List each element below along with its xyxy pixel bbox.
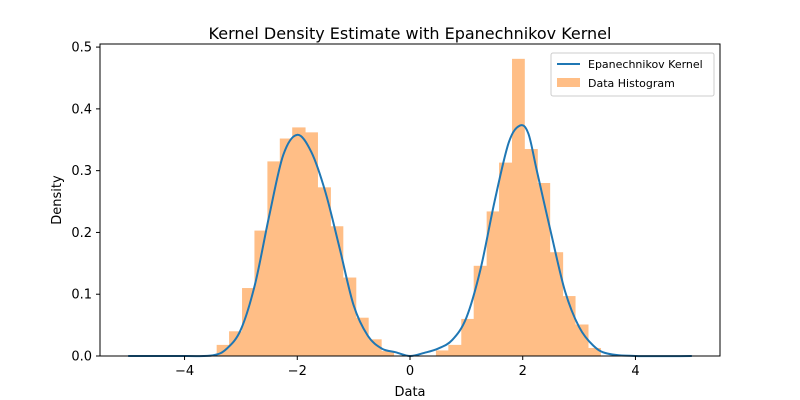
y-tick-label: 0.3 <box>71 164 92 179</box>
chart-title: Kernel Density Estimate with Epanechniko… <box>209 24 612 43</box>
histogram-bar-16 <box>461 318 475 356</box>
histogram-bar-18 <box>486 211 500 356</box>
x-tick-label: 0 <box>406 364 414 379</box>
kde-line <box>128 124 692 358</box>
histogram-bar-8 <box>317 187 331 356</box>
histogram-bar-10 <box>342 277 357 356</box>
histogram-bar-7 <box>305 132 318 356</box>
histogram-bar-23 <box>549 252 564 356</box>
histogram-bar-11 <box>355 317 369 356</box>
x-axis-label: Data <box>394 385 425 400</box>
x-tick-label: 2 <box>519 364 527 379</box>
x-axis: −4 −2 0 2 4 <box>175 356 640 379</box>
histogram-bar-2 <box>242 288 255 356</box>
y-axis-label: Density <box>50 175 65 225</box>
x-tick-label: −4 <box>175 364 194 379</box>
histogram-bar-14 <box>435 350 449 356</box>
histogram-bar-19 <box>499 162 513 356</box>
histogram-bar-17 <box>473 265 488 356</box>
y-tick-label: 0.2 <box>71 226 92 241</box>
histogram-bar-12 <box>368 339 382 356</box>
y-tick-label: 0.4 <box>71 102 92 117</box>
histogram-bar-20 <box>512 58 525 356</box>
histogram-bar-9 <box>330 226 344 356</box>
x-tick-label: −2 <box>288 364 307 379</box>
histogram-bar-21 <box>524 149 538 356</box>
histogram-bar-1 <box>229 331 243 356</box>
x-tick-label: 4 <box>631 364 639 379</box>
legend-histogram-swatch <box>557 78 580 87</box>
y-tick-label: 0.0 <box>71 350 92 365</box>
histogram-bar-3 <box>254 230 268 356</box>
y-tick-label: 0.5 <box>71 41 92 56</box>
legend-kde-label: Epanechnikov Kernel <box>588 58 703 71</box>
histogram-bar-22 <box>537 183 551 356</box>
y-axis: 0.0 0.1 0.2 0.3 0.4 0.5 <box>71 41 100 365</box>
histogram-bar-5 <box>279 138 293 356</box>
histogram-bar-15 <box>448 344 462 356</box>
histogram-bar-6 <box>292 127 306 356</box>
legend: Epanechnikov Kernel Data Histogram <box>550 52 715 97</box>
legend-box <box>550 52 715 97</box>
y-tick-label: 0.1 <box>71 288 92 303</box>
histogram-bar-13 <box>381 351 395 356</box>
histogram-bar-26 <box>588 347 601 356</box>
legend-histogram-label: Data Histogram <box>588 77 675 90</box>
histogram-bars <box>216 58 601 356</box>
histogram-bar-25 <box>575 324 589 356</box>
